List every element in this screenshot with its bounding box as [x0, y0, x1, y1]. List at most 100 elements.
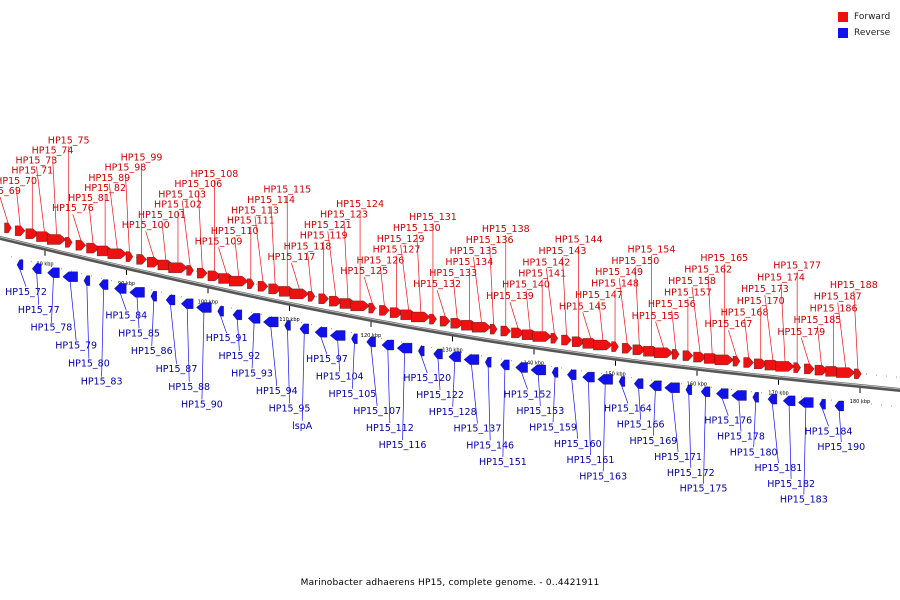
track-dot — [361, 334, 362, 336]
reverse-leader-hp15-166 — [638, 388, 641, 420]
reverse-gene-hp15-92 — [232, 309, 243, 320]
forward-label-hp15-148: HP15_148 — [591, 279, 639, 290]
forward-label-hp15-144: HP15_144 — [555, 235, 603, 246]
forward-label-hp15-109: HP15_109 — [195, 236, 243, 247]
reverse-gene-hp15-93 — [247, 313, 261, 324]
forward-gene-hp15-114 — [268, 283, 282, 294]
reverse-label-hp15-88: HP15_88 — [168, 382, 210, 393]
reverse-gene-hp15-94 — [263, 316, 279, 328]
track-dot — [61, 268, 62, 270]
tick-label-180-kbp: 180 kbp — [850, 399, 870, 405]
reverse-leader-hp15-180 — [753, 402, 757, 448]
track-dot — [651, 379, 652, 381]
forward-label-hp15-74: HP15_74 — [32, 145, 74, 156]
track-dot — [51, 266, 52, 267]
forward-leader-hp15-187 — [837, 302, 847, 368]
tick-label-150-kbp: 150 kbp — [605, 372, 625, 378]
reverse-gene-hp15-178 — [731, 390, 747, 401]
reverse-label-hp15-90: HP15_90 — [181, 400, 223, 411]
track-dot — [711, 386, 712, 388]
track-dot — [721, 387, 722, 389]
reverse-gene-hp15-80 — [83, 275, 91, 286]
forward-gene-hp15-124 — [350, 300, 370, 311]
reverse-leader-hp15-93 — [251, 323, 255, 369]
reverse-swatch — [838, 28, 848, 38]
forward-label-hp15-150: HP15_150 — [611, 256, 659, 267]
track-dot — [866, 373, 867, 375]
reverse-gene-lspa — [299, 323, 309, 334]
track-dot — [151, 289, 152, 291]
track-dot — [851, 401, 852, 403]
reverse-leader-hp15-171 — [671, 392, 679, 452]
reverse-gene-hp15-87 — [165, 294, 176, 306]
forward-label-hp15-165: HP15_165 — [700, 253, 748, 264]
reverse-label-hp15-159: HP15_159 — [529, 422, 577, 433]
reverse-label-hp15-104: HP15_104 — [316, 372, 364, 383]
forward-leader-hp15-110 — [234, 237, 240, 277]
reverse-label-hp15-180: HP15_180 — [730, 447, 778, 458]
forward-gene-hp15-111 — [247, 278, 255, 289]
reverse-gene-hp15-85 — [129, 287, 145, 298]
track-dot — [421, 345, 422, 347]
legend-forward-label: Forward — [854, 12, 891, 22]
tick-label-130-kbp: 130 kbp — [442, 347, 462, 353]
forward-label-hp15-138: HP15_138 — [482, 224, 530, 235]
forward-gene-hp15-155 — [653, 347, 674, 358]
reverse-label-hp15-79: HP15_79 — [55, 341, 97, 352]
forward-gene-hp15-174 — [775, 361, 795, 372]
forward-label-hp15-69: HP15_69 — [0, 186, 21, 197]
track-dot — [551, 366, 552, 368]
forward-label-hp15-132: HP15_132 — [413, 279, 461, 290]
track-dot — [31, 261, 32, 263]
forward-gene-hp15-143 — [561, 334, 572, 346]
reverse-leader-hp15-175 — [703, 396, 706, 484]
forward-gene-hp15-89 — [107, 248, 128, 259]
forward-leader-hp15-109 — [218, 247, 227, 274]
reverse-gene-hp15-79 — [62, 271, 78, 282]
forward-gene-hp15-76 — [75, 240, 87, 251]
forward-gene-hp15-141 — [532, 331, 552, 342]
forward-gene-hp15-108 — [207, 270, 222, 281]
reverse-gene-hp15-128 — [448, 351, 461, 362]
forward-leader-hp15-126 — [380, 266, 385, 306]
forward-leader-hp15-167 — [728, 330, 737, 357]
reverse-leader-hp15-164 — [621, 386, 629, 404]
track-dot — [701, 385, 702, 387]
track-dot — [531, 363, 532, 365]
reverse-label-hp15-137: HP15_137 — [454, 424, 502, 435]
track-dot — [71, 270, 72, 272]
reverse-label-hp15-178: HP15_178 — [717, 431, 765, 442]
reverse-leader-hp15-90 — [201, 312, 205, 400]
reverse-label-hp15-85: HP15_85 — [118, 328, 160, 339]
legend-forward: Forward — [838, 9, 890, 25]
forward-label-hp15-119: HP15_119 — [300, 231, 348, 242]
track-dot — [431, 346, 432, 348]
reverse-label-hp15-91: HP15_91 — [206, 333, 248, 344]
track-dot — [491, 356, 492, 358]
forward-gene-hp15-168 — [743, 357, 754, 368]
forward-label-hp15-126: HP15_126 — [356, 255, 404, 266]
reverse-gene-hp15-137 — [463, 354, 480, 365]
reverse-leader-hp15-182 — [788, 405, 792, 479]
forward-label-hp15-156: HP15_156 — [648, 299, 696, 310]
reverse-gene-hp15-90 — [196, 302, 212, 313]
track-dot — [891, 405, 892, 407]
reverse-leader-hp15-122 — [437, 358, 441, 390]
forward-label-hp15-129: HP15_129 — [377, 234, 425, 245]
reverse-gene-hp15-151 — [500, 359, 510, 371]
tick-label-110-kbp: 110 kbp — [279, 317, 299, 323]
reverse-leader-hp15-97 — [320, 337, 328, 355]
forward-label-hp15-139: HP15_139 — [486, 291, 534, 302]
track-dot — [751, 391, 752, 393]
reverse-gene-hp15-152 — [515, 362, 528, 373]
track-dot — [761, 392, 762, 394]
reverse-gene-hp15-160 — [567, 369, 577, 380]
forward-label-hp15-110: HP15_110 — [211, 226, 259, 237]
forward-label-hp15-154: HP15_154 — [628, 244, 676, 255]
forward-label-hp15-101: HP15_101 — [138, 210, 186, 221]
forward-label-hp15-73: HP15_73 — [16, 156, 58, 167]
forward-label-hp15-82: HP15_82 — [84, 183, 126, 194]
forward-leader-hp15-121 — [327, 231, 337, 297]
track-dot — [291, 320, 292, 322]
forward-leader-hp15-125 — [363, 277, 373, 304]
